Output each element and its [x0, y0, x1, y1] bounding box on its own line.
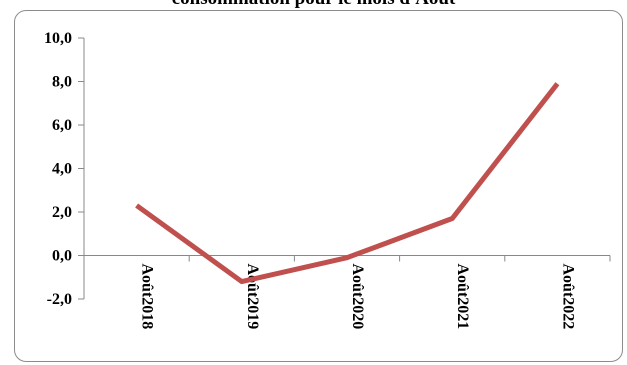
x-ticks: Août2018 Août2019 Août2020 Août2021 Août2022 [83, 255, 611, 330]
y-tick-label: 4,0 [52, 161, 72, 178]
series-line [135, 82, 560, 285]
y-tick-label: -2,0 [47, 291, 72, 308]
y-tick-label: 10,0 [44, 30, 72, 47]
x-tick-label: Août2022 [559, 264, 576, 330]
y-ticks: -2,0 0,0 2,0 4,0 6,0 8,0 10,0 [44, 30, 84, 308]
chart-title: consommation pour le mois d'Août [0, 0, 627, 10]
x-tick-label: Août2019 [244, 264, 261, 330]
x-tick-label: Août2018 [139, 264, 156, 330]
y-tick-label: 8,0 [52, 74, 72, 91]
y-tick-label: 0,0 [52, 248, 72, 265]
x-tick-label: Août2021 [454, 264, 471, 330]
x-tick-label: Août2020 [349, 264, 366, 330]
y-tick-label: 6,0 [52, 117, 72, 134]
y-tick-label: 2,0 [52, 204, 72, 221]
chart-frame [14, 10, 623, 362]
